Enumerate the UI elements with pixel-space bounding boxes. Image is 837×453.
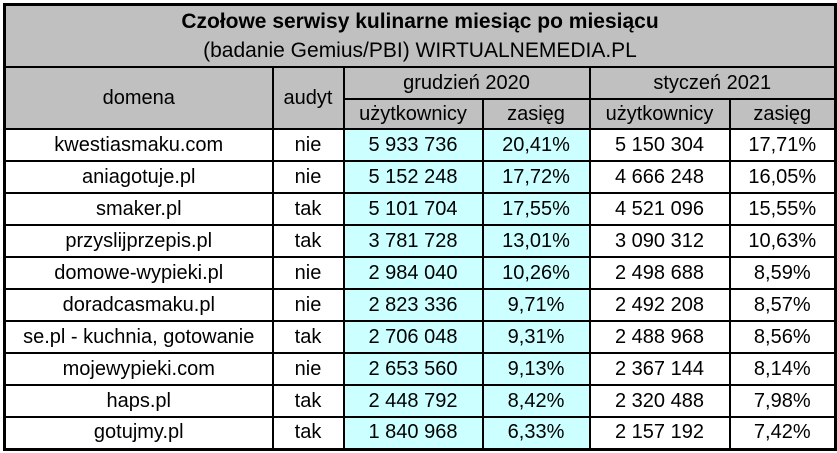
cell-january-reach: 8,59% [728,256,837,290]
cell-domain: kwestiasmaku.com [3,128,274,162]
cell-december-users: 2 706 048 [342,320,484,354]
cell-audit: tak [271,192,345,226]
cell-january-reach: 15,55% [728,192,837,226]
table-row: domowe-wypieki.pl nie 2 984 040 10,26% 2 498… [3,256,837,290]
cell-audit: nie [271,288,345,322]
table-subtitle: (badanie Gemius/PBI) WIRTUALNEMEDIA.PL [203,39,637,62]
cell-audit: nie [271,128,345,162]
table-container: Czołowe serwisy kulinarne miesiąc po mie… [3,3,837,451]
cell-audit: tak [271,224,345,258]
cell-december-reach: 17,55% [481,192,591,226]
cell-domain: mojewypieki.com [3,352,274,386]
cell-december-users: 3 781 728 [342,224,484,258]
table-title-block: Czołowe serwisy kulinarne miesiąc po mie… [3,3,837,68]
cell-january-users: 2 498 688 [588,256,731,290]
col-header-audyt: audyt [271,66,345,130]
cell-domain: aniagotuje.pl [3,160,274,194]
cell-january-reach: 16,05% [728,160,837,194]
cell-audit: tak [271,320,345,354]
cell-january-reach: 8,57% [728,288,837,322]
table-row: se.pl - kuchnia, gotowanie tak 2 706 048 9,… [3,320,837,354]
cell-audit: tak [271,416,345,450]
cell-january-users: 2 157 192 [588,416,731,450]
cell-january-users: 2 320 488 [588,384,731,418]
cell-december-users: 5 152 248 [342,160,484,194]
cell-january-users: 2 488 968 [588,320,731,354]
cell-january-users: 4 521 096 [588,192,731,226]
cell-audit: nie [271,160,345,194]
cell-december-users: 2 984 040 [342,256,484,290]
cell-january-users: 3 090 312 [588,224,731,258]
cell-january-users: 5 150 304 [588,128,731,162]
cell-domain: domowe-wypieki.pl [3,256,274,290]
col-header-domena: domena [3,66,274,130]
ranking-table: Czołowe serwisy kulinarne miesiąc po mie… [3,3,837,451]
col-header-zasieg-styczen: zasięg [728,98,837,130]
cell-december-users: 1 840 968 [342,416,484,450]
cell-december-users: 2 448 792 [342,384,484,418]
cell-domain: gotujmy.pl [3,416,274,450]
table-row: smaker.pl tak 5 101 704 17,55% 4 521 096 15,5… [3,192,837,226]
title-row: Czołowe serwisy kulinarne miesiąc po mie… [3,3,837,68]
table-row: przyslijprzepis.pl tak 3 781 728 13,01% 3 09… [3,224,837,258]
table-row: kwestiasmaku.com nie 5 933 736 20,41% 5 150 … [3,128,837,162]
col-header-zasieg-grudzien: zasięg [481,98,591,130]
cell-december-reach: 13,01% [481,224,591,258]
sub-header-row: użytkownicy zasięg użytkownicy zasięg [5,98,837,130]
col-group-grudzien-2020: grudzień 2020 [342,66,591,100]
cell-audit: nie [271,256,345,290]
cell-december-reach: 9,31% [481,320,591,354]
cell-audit: nie [271,352,345,386]
cell-domain: haps.pl [3,384,274,418]
cell-december-reach: 17,72% [481,160,591,194]
cell-december-reach: 9,71% [481,288,591,322]
cell-december-reach: 9,13% [481,352,591,386]
col-header-uzytkownicy-grudzien: użytkownicy [342,98,484,130]
cell-domain: smaker.pl [3,192,274,226]
cell-january-reach: 17,71% [728,128,837,162]
cell-january-reach: 10,63% [728,224,837,258]
cell-december-users: 2 653 560 [342,352,484,386]
cell-january-users: 4 666 248 [588,160,731,194]
cell-december-users: 5 101 704 [342,192,484,226]
table-row: haps.pl tak 2 448 792 8,42% 2 320 488 7,98% [3,384,837,418]
cell-january-users: 2 367 144 [588,352,731,386]
cell-january-users: 2 492 208 [588,288,731,322]
table-row: mojewypieki.com nie 2 653 560 9,13% 2 367 14… [3,352,837,386]
col-group-styczen-2021: styczeń 2021 [588,66,837,100]
month-header-row: domena audyt grudzień 2020 styczeń 2021 [3,66,837,130]
table-row: gotujmy.pl tak 1 840 968 6,33% 2 157 192 7,42… [3,416,837,450]
cell-domain: se.pl - kuchnia, gotowanie [3,320,274,354]
cell-december-reach: 8,42% [481,384,591,418]
cell-january-reach: 7,42% [728,416,837,450]
col-header-uzytkownicy-styczen: użytkownicy [588,98,731,130]
table-body: kwestiasmaku.com nie 5 933 736 20,41% 5 150 … [3,128,837,450]
cell-domain: doradcasmaku.pl [3,288,274,322]
cell-december-users: 2 823 336 [342,288,484,322]
cell-domain: przyslijprzepis.pl [3,224,274,258]
cell-december-reach: 6,33% [481,416,591,450]
table-title: Czołowe serwisy kulinarne miesiąc po mie… [181,10,659,33]
cell-december-reach: 20,41% [481,128,591,162]
cell-december-users: 5 933 736 [342,128,484,162]
cell-december-reach: 10,26% [481,256,591,290]
table-row: doradcasmaku.pl nie 2 823 336 9,71% 2 492 20… [3,288,837,322]
cell-january-reach: 7,98% [728,384,837,418]
table-row: aniagotuje.pl nie 5 152 248 17,72% 4 666 248… [3,160,837,194]
cell-audit: tak [271,384,345,418]
cell-january-reach: 8,14% [728,352,837,386]
cell-january-reach: 8,56% [728,320,837,354]
